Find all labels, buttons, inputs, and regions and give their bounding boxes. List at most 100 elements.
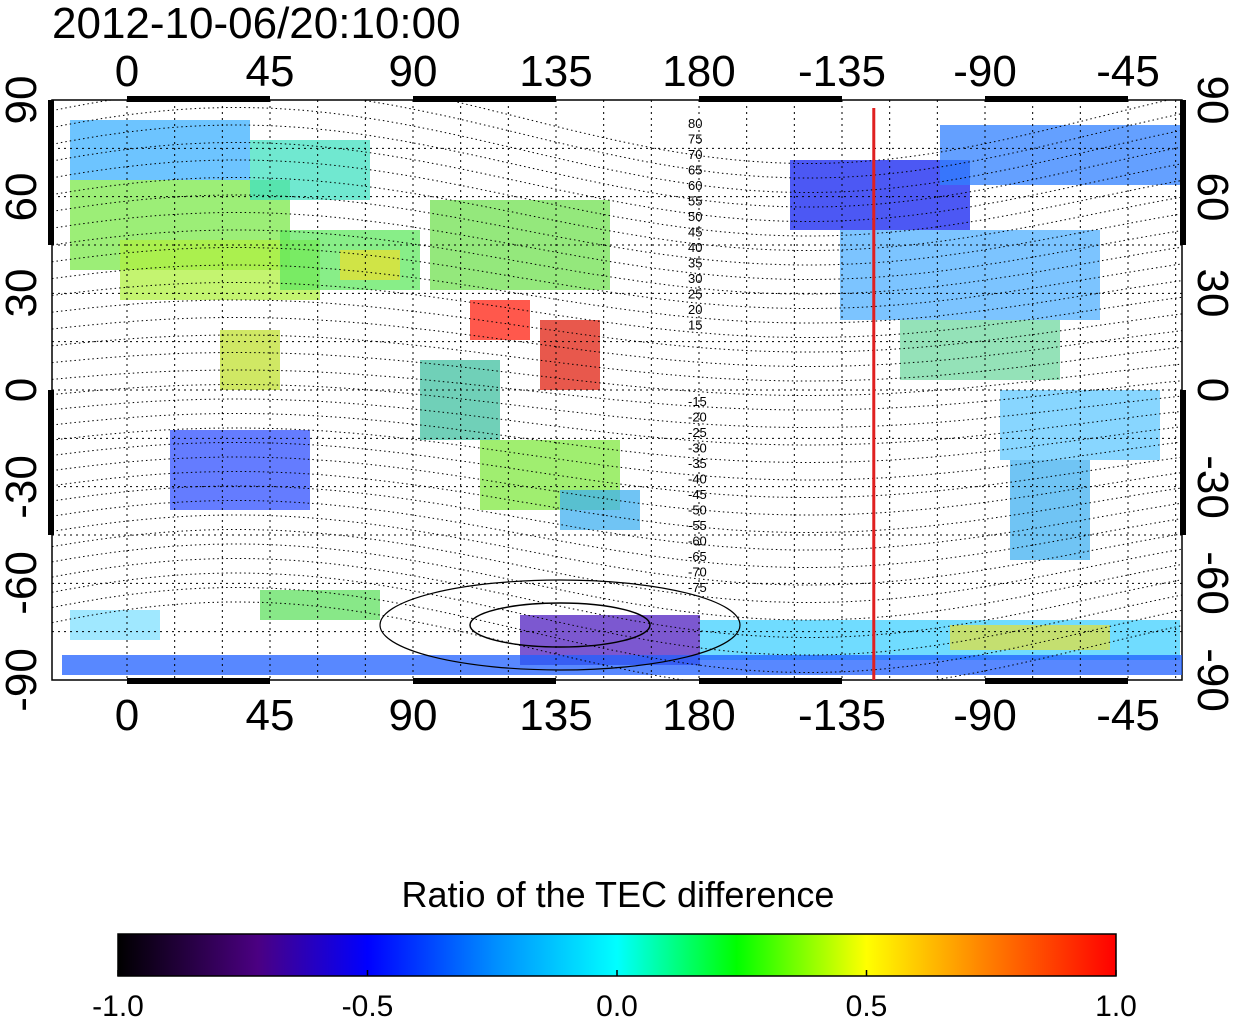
lat-tick-label: 90	[0, 76, 46, 125]
tec-patch	[340, 250, 400, 280]
longitude-labels-bottom: 0 45 90 135 180 -135 -90 -45	[115, 691, 1160, 740]
lon-tick-label: 90	[389, 47, 438, 96]
lon-tick-label: 0	[115, 47, 139, 96]
colorbar-tick-label: -1.0	[92, 990, 144, 1023]
lon-tick-label: 135	[519, 691, 592, 740]
lon-tick-label: 135	[519, 47, 592, 96]
lon-tick-label: 180	[662, 47, 735, 96]
graticule	[52, 100, 1182, 680]
tec-patch	[260, 590, 380, 620]
contour-label: -15	[688, 394, 707, 409]
contour-label: -20	[688, 410, 707, 425]
contour-label: 80	[688, 116, 702, 131]
tec-patch	[250, 140, 370, 200]
tec-patch	[220, 330, 280, 390]
contour-label: 50	[688, 209, 702, 224]
lon-tick-label: -135	[798, 691, 886, 740]
tec-patch	[470, 300, 530, 340]
tec-patch	[950, 625, 1110, 650]
contour-label: -25	[688, 425, 707, 440]
frame-segment	[413, 678, 556, 684]
lat-tick-label: 0	[0, 378, 46, 402]
contour-label: -50	[688, 503, 707, 518]
lat-tick-label: -60	[1188, 551, 1237, 615]
tec-patch	[1010, 460, 1090, 560]
lon-tick-label: -90	[953, 47, 1017, 96]
colorbar-tick-label: 0.5	[846, 990, 888, 1023]
contour-label: -35	[688, 456, 707, 471]
contour-label: 55	[688, 194, 702, 209]
contour-label: 45	[688, 225, 702, 240]
tec-patch	[940, 125, 1180, 185]
lon-tick-label: 45	[246, 691, 295, 740]
tec-patch	[170, 430, 310, 510]
contour-label: -55	[688, 518, 707, 533]
tec-patch	[560, 490, 640, 530]
colorbar-tick-label: 1.0	[1095, 990, 1137, 1023]
contour-label: 15	[688, 318, 702, 333]
colorbar-title: Ratio of the TEC difference	[402, 874, 835, 915]
lat-tick-label: -30	[1188, 455, 1237, 519]
contour-label: 20	[688, 302, 702, 317]
contour-label: 40	[688, 240, 702, 255]
tec-patch	[70, 610, 160, 640]
contour-label: 25	[688, 287, 702, 302]
frame-segment	[699, 678, 842, 684]
frame-segment	[1180, 390, 1186, 535]
contour-label: 60	[688, 178, 702, 193]
lat-tick-label: 60	[1188, 173, 1237, 222]
lon-tick-label: -90	[953, 691, 1017, 740]
lat-tick-label: -60	[0, 551, 46, 615]
colorbar	[117, 933, 1117, 977]
lon-tick-label: 0	[115, 691, 139, 740]
contour-label: 65	[688, 163, 702, 178]
lon-tick-label: -45	[1096, 47, 1160, 96]
lat-tick-label: 90	[1188, 76, 1237, 125]
longitude-labels-top: 0 45 90 135 180 -135 -90 -45	[115, 47, 1160, 96]
lat-tick-label: -90	[0, 648, 46, 712]
lat-tick-label: 30	[1188, 269, 1237, 318]
lat-tick-label: 30	[0, 269, 46, 318]
frame-segment	[127, 678, 270, 684]
lat-tick-label: -90	[1188, 648, 1237, 712]
frame-segment	[48, 100, 54, 245]
frame-segment	[985, 678, 1128, 684]
colorbar-tick-label: 0.0	[596, 990, 638, 1023]
frame-segment	[1180, 100, 1186, 245]
lat-tick-label: 60	[0, 173, 46, 222]
frame-segment	[985, 96, 1128, 102]
lat-tick-label: 0	[1188, 378, 1237, 402]
lon-tick-label: 180	[662, 691, 735, 740]
tec-patch	[840, 230, 1100, 320]
tec-patch	[420, 360, 500, 440]
lat-tick-label: -30	[0, 455, 46, 519]
frame-segment	[699, 96, 842, 102]
contour-label: -75	[688, 580, 707, 595]
colorbar-ticks: -1.0 -0.5 0.0 0.5 1.0	[92, 970, 1137, 1023]
contour-label: -65	[688, 549, 707, 564]
contour-label: 30	[688, 271, 702, 286]
lon-tick-label: 90	[389, 691, 438, 740]
contour-label: 75	[688, 132, 702, 147]
latitude-labels-left: 90 60 30 0 -30 -60 -90	[0, 76, 46, 712]
tec-patch	[900, 320, 1060, 380]
frame-segment	[127, 96, 270, 102]
contour-label: 35	[688, 256, 702, 271]
tec-patch	[540, 320, 600, 390]
contour-label: -30	[688, 441, 707, 456]
latitude-labels-right: 90 60 30 0 -30 -60 -90	[1188, 76, 1237, 712]
frame-segment	[413, 96, 556, 102]
tec-patch	[62, 655, 1182, 675]
contour-label: -60	[688, 534, 707, 549]
magnetic-latitude-contours	[52, 100, 1182, 680]
contour-label: -45	[688, 487, 707, 502]
tec-patch	[70, 120, 250, 180]
lon-tick-label: -45	[1096, 691, 1160, 740]
lon-tick-label: -135	[798, 47, 886, 96]
map-title: 2012-10-06/20:10:00	[52, 0, 461, 48]
colorbar-tick-label: -0.5	[342, 990, 394, 1023]
lon-tick-label: 45	[246, 47, 295, 96]
